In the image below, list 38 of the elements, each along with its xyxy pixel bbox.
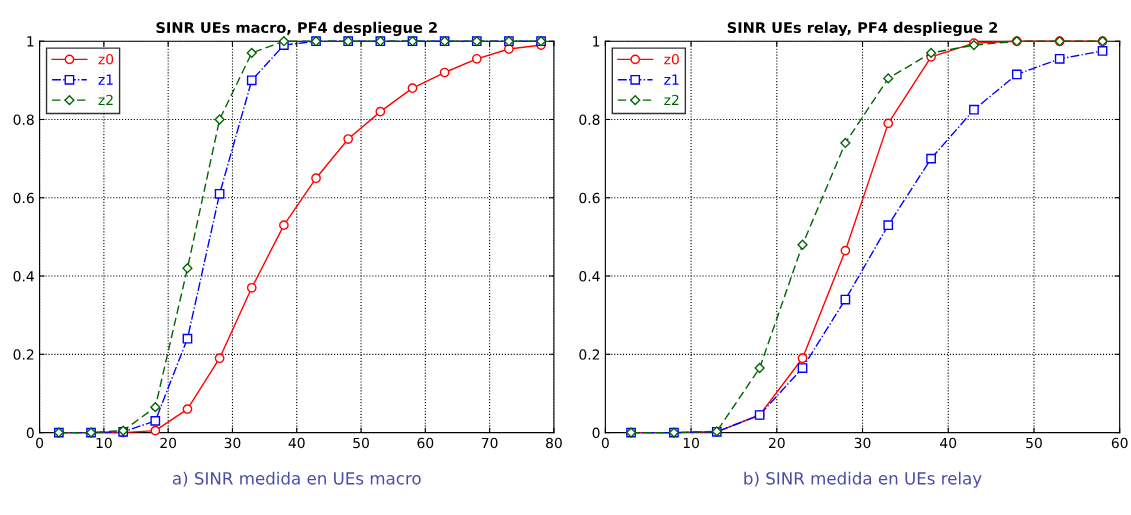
x-tick-label: 30 — [224, 437, 241, 449]
chart-title: SINR UEs relay, PF4 despliegue 2 — [727, 21, 998, 37]
x-tick-label: 70 — [481, 437, 498, 449]
legend-label: z2 — [664, 94, 679, 106]
y-tick-label: 1 — [27, 36, 34, 47]
y-tick-label: 0.2 — [13, 349, 34, 360]
x-tick-label: 10 — [683, 437, 699, 449]
legend-label: z0 — [664, 53, 679, 65]
x-tick-label: 20 — [768, 437, 785, 449]
text: a) SINR medida en UEs macro — [172, 471, 421, 487]
x-tick-label: 50 — [353, 437, 369, 449]
text: b) SINR medida en UEs relay — [744, 471, 982, 488]
legend-label: z1 — [98, 74, 113, 85]
x-tick-label: 50 — [1026, 437, 1042, 449]
y-tick-label: 0.4 — [579, 271, 600, 282]
y-tick-label: 0.2 — [579, 349, 600, 360]
y-tick-label: 0 — [26, 427, 34, 439]
legend-label: z0 — [98, 53, 114, 65]
y-tick-label: 1 — [593, 36, 600, 47]
y-tick-label: 0.6 — [13, 192, 34, 204]
x-tick-label: 60 — [417, 437, 434, 449]
y-tick-label: 0.6 — [579, 192, 600, 204]
y-tick-label: 0.8 — [579, 114, 600, 125]
chart-title: SINR UEs macro, PF4 despliegue 2 — [156, 21, 437, 37]
x-tick-label: 40 — [288, 437, 305, 449]
legend-label: z1 — [664, 74, 679, 85]
legend-label: z2 — [98, 94, 113, 106]
y-tick-label: 0 — [592, 427, 600, 439]
x-tick-label: 0 — [601, 437, 609, 449]
x-tick-label: 40 — [940, 437, 957, 449]
x-tick-label: 0 — [36, 437, 44, 449]
x-tick-label: 10 — [96, 437, 112, 449]
x-tick-label: 30 — [854, 437, 871, 449]
x-tick-label: 60 — [1111, 437, 1128, 449]
x-tick-label: 80 — [546, 437, 562, 449]
y-tick-label: 0.4 — [13, 271, 34, 282]
y-tick-label: 0.8 — [13, 114, 34, 125]
x-tick-label: 20 — [160, 437, 177, 449]
